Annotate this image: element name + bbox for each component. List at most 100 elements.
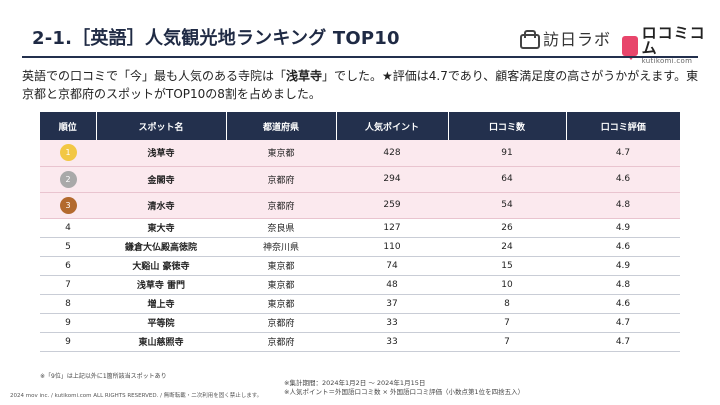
review-count-cell: 8 xyxy=(448,294,566,314)
prefecture-cell: 神奈川県 xyxy=(226,237,336,257)
hounichi-lab-logo-text: 訪日ラボ xyxy=(543,30,612,49)
header-review-rating: 口コミ評価 xyxy=(566,112,680,140)
rating-cell: 4.9 xyxy=(566,218,680,238)
slide-title: 2-1.［英語］人気観光地ランキング TOP10 xyxy=(32,28,400,49)
prefecture-cell: 京都府 xyxy=(226,166,336,193)
rank-cell: 6 xyxy=(40,256,96,276)
spot-name-cell: 清水寺 xyxy=(96,192,226,219)
table-row: 9 平等院 京都府 33 7 4.7 xyxy=(40,313,680,333)
table-row: 9 東山慈照寺 京都府 33 7 4.7 xyxy=(40,332,680,352)
rank-medal-icon: 3 xyxy=(59,196,77,214)
formula-note: ※人気ポイント＝外国語口コミ数 × 外国語口コミ評価（小数点第1位を四捨五入） xyxy=(284,388,525,396)
spot-name-cell: 東山慈照寺 xyxy=(96,332,226,352)
table-header-row: 順位 スポット名 都道府県 人気ポイント 口コミ数 口コミ評価 xyxy=(40,112,680,140)
table-body: 1 浅草寺 東京都 428 91 4.7 2 金閣寺 京都府 294 64 4.6 3 清水寺 京都府 259… xyxy=(40,140,680,352)
prefecture-cell: 東京都 xyxy=(226,140,336,167)
rating-cell: 4.7 xyxy=(566,313,680,333)
rank-cell: 9 xyxy=(40,332,96,352)
slide-header: 2-1.［英語］人気観光地ランキング TOP10 訪日ラボ ロコミコム kuti… xyxy=(0,0,720,65)
spot-name-cell: 大谿山 豪徳寺 xyxy=(96,256,226,276)
intro-paragraph: 英語での口コミで「今」最も人気のある寺院は「浅草寺」でした。★評価は4.7であり… xyxy=(22,67,702,103)
rating-cell: 4.9 xyxy=(566,256,680,276)
rank-cell: 5 xyxy=(40,237,96,257)
rank-cell: 4 xyxy=(40,218,96,238)
points-cell: 428 xyxy=(336,140,448,167)
rank-cell: 2 xyxy=(40,166,96,193)
rating-cell: 4.7 xyxy=(566,332,680,352)
table-row: 7 浅草寺 雷門 東京都 48 10 4.8 xyxy=(40,275,680,295)
points-cell: 48 xyxy=(336,275,448,295)
prefecture-cell: 東京都 xyxy=(226,256,336,276)
rating-cell: 4.6 xyxy=(566,294,680,314)
table-row: 8 増上寺 東京都 37 8 4.6 xyxy=(40,294,680,314)
spot-name-cell: 増上寺 xyxy=(96,294,226,314)
header-prefecture: 都道府県 xyxy=(226,112,337,140)
review-count-cell: 7 xyxy=(448,313,566,333)
intro-text-1: 英語での口コミで「今」最も人気のある寺院は「 xyxy=(22,69,287,83)
points-cell: 259 xyxy=(336,192,448,219)
rating-cell: 4.6 xyxy=(566,237,680,257)
review-count-cell: 91 xyxy=(448,140,566,167)
table-row: 1 浅草寺 東京都 428 91 4.7 xyxy=(40,140,680,167)
prefecture-cell: 奈良県 xyxy=(226,218,336,238)
spot-name-cell: 鎌倉大仏殿高徳院 xyxy=(96,237,226,257)
rating-cell: 4.6 xyxy=(566,166,680,193)
rank-cell: 8 xyxy=(40,294,96,314)
footnotes: ※集計期間：2024年1月2日 ～ 2024年1月15日 ※人気ポイント＝外国語… xyxy=(284,379,524,397)
prefecture-cell: 京都府 xyxy=(226,192,336,219)
rating-cell: 4.8 xyxy=(566,275,680,295)
prefecture-cell: 京都府 xyxy=(226,313,336,333)
kuchikomi-com-logo: ロコミコム kutikomi.com xyxy=(622,26,720,65)
points-cell: 33 xyxy=(336,332,448,352)
rank-cell: 1 xyxy=(40,140,96,167)
rating-cell: 4.8 xyxy=(566,192,680,219)
rank-cell: 3 xyxy=(40,192,96,219)
review-count-cell: 7 xyxy=(448,332,566,352)
spot-name-cell: 浅草寺 xyxy=(96,140,226,167)
rating-cell: 4.7 xyxy=(566,140,680,167)
hounichi-lab-logo: 訪日ラボ xyxy=(520,26,611,50)
review-count-cell: 64 xyxy=(448,166,566,193)
period-note: ※集計期間：2024年1月2日 ～ 2024年1月15日 xyxy=(284,379,426,387)
spot-name-cell: 東大寺 xyxy=(96,218,226,238)
kuchikomi-com-logo-subtext: kutikomi.com xyxy=(641,57,693,65)
rank-medal-icon: 2 xyxy=(59,170,77,188)
review-count-cell: 15 xyxy=(448,256,566,276)
prefecture-cell: 京都府 xyxy=(226,332,336,352)
intro-highlight: 浅草寺 xyxy=(286,69,323,83)
points-cell: 127 xyxy=(336,218,448,238)
ranking-table: 順位 スポット名 都道府県 人気ポイント 口コミ数 口コミ評価 1 浅草寺 東京都 4… xyxy=(40,112,680,352)
prefecture-cell: 東京都 xyxy=(226,275,336,295)
spot-name-cell: 浅草寺 雷門 xyxy=(96,275,226,295)
rank-cell: 7 xyxy=(40,275,96,295)
rank-cell: 9 xyxy=(40,313,96,333)
points-cell: 294 xyxy=(336,166,448,193)
header-popularity-points: 人気ポイント xyxy=(336,112,449,140)
copyright-text: 2024 mov inc. / kutikomi.com ALL RIGHTS … xyxy=(10,393,263,399)
points-cell: 33 xyxy=(336,313,448,333)
spot-name-cell: 平等院 xyxy=(96,313,226,333)
intro-text-2: 」でした。★評価は4.7であり、顧客満足度の高さがうかがえます。東京都と京都府の… xyxy=(22,69,699,101)
building-icon xyxy=(520,30,540,49)
table-row: 2 金閣寺 京都府 294 64 4.6 xyxy=(40,166,680,193)
header-rank: 順位 xyxy=(40,112,97,140)
points-cell: 110 xyxy=(336,237,448,257)
table-row: 3 清水寺 京都府 259 54 4.8 xyxy=(40,192,680,219)
table-row: 5 鎌倉大仏殿高徳院 神奈川県 110 24 4.6 xyxy=(40,237,680,257)
prefecture-cell: 東京都 xyxy=(226,294,336,314)
review-count-cell: 26 xyxy=(448,218,566,238)
title-divider xyxy=(22,56,698,58)
spot-name-cell: 金閣寺 xyxy=(96,166,226,193)
rank-medal-icon: 1 xyxy=(59,144,77,162)
review-count-cell: 54 xyxy=(448,192,566,219)
table-row: 6 大谿山 豪徳寺 東京都 74 15 4.9 xyxy=(40,256,680,276)
speech-bubble-icon xyxy=(622,35,638,60)
points-cell: 74 xyxy=(336,256,448,276)
table-row: 4 東大寺 奈良県 127 26 4.9 xyxy=(40,218,680,238)
header-spot-name: スポット名 xyxy=(96,112,227,140)
rank-tie-note: ※「9位」は上記以外に1箇所該当スポットあり xyxy=(40,373,167,380)
review-count-cell: 24 xyxy=(448,237,566,257)
kuchikomi-com-logo-text: ロコミコム xyxy=(641,24,706,57)
review-count-cell: 10 xyxy=(448,275,566,295)
header-review-count: 口コミ数 xyxy=(448,112,567,140)
